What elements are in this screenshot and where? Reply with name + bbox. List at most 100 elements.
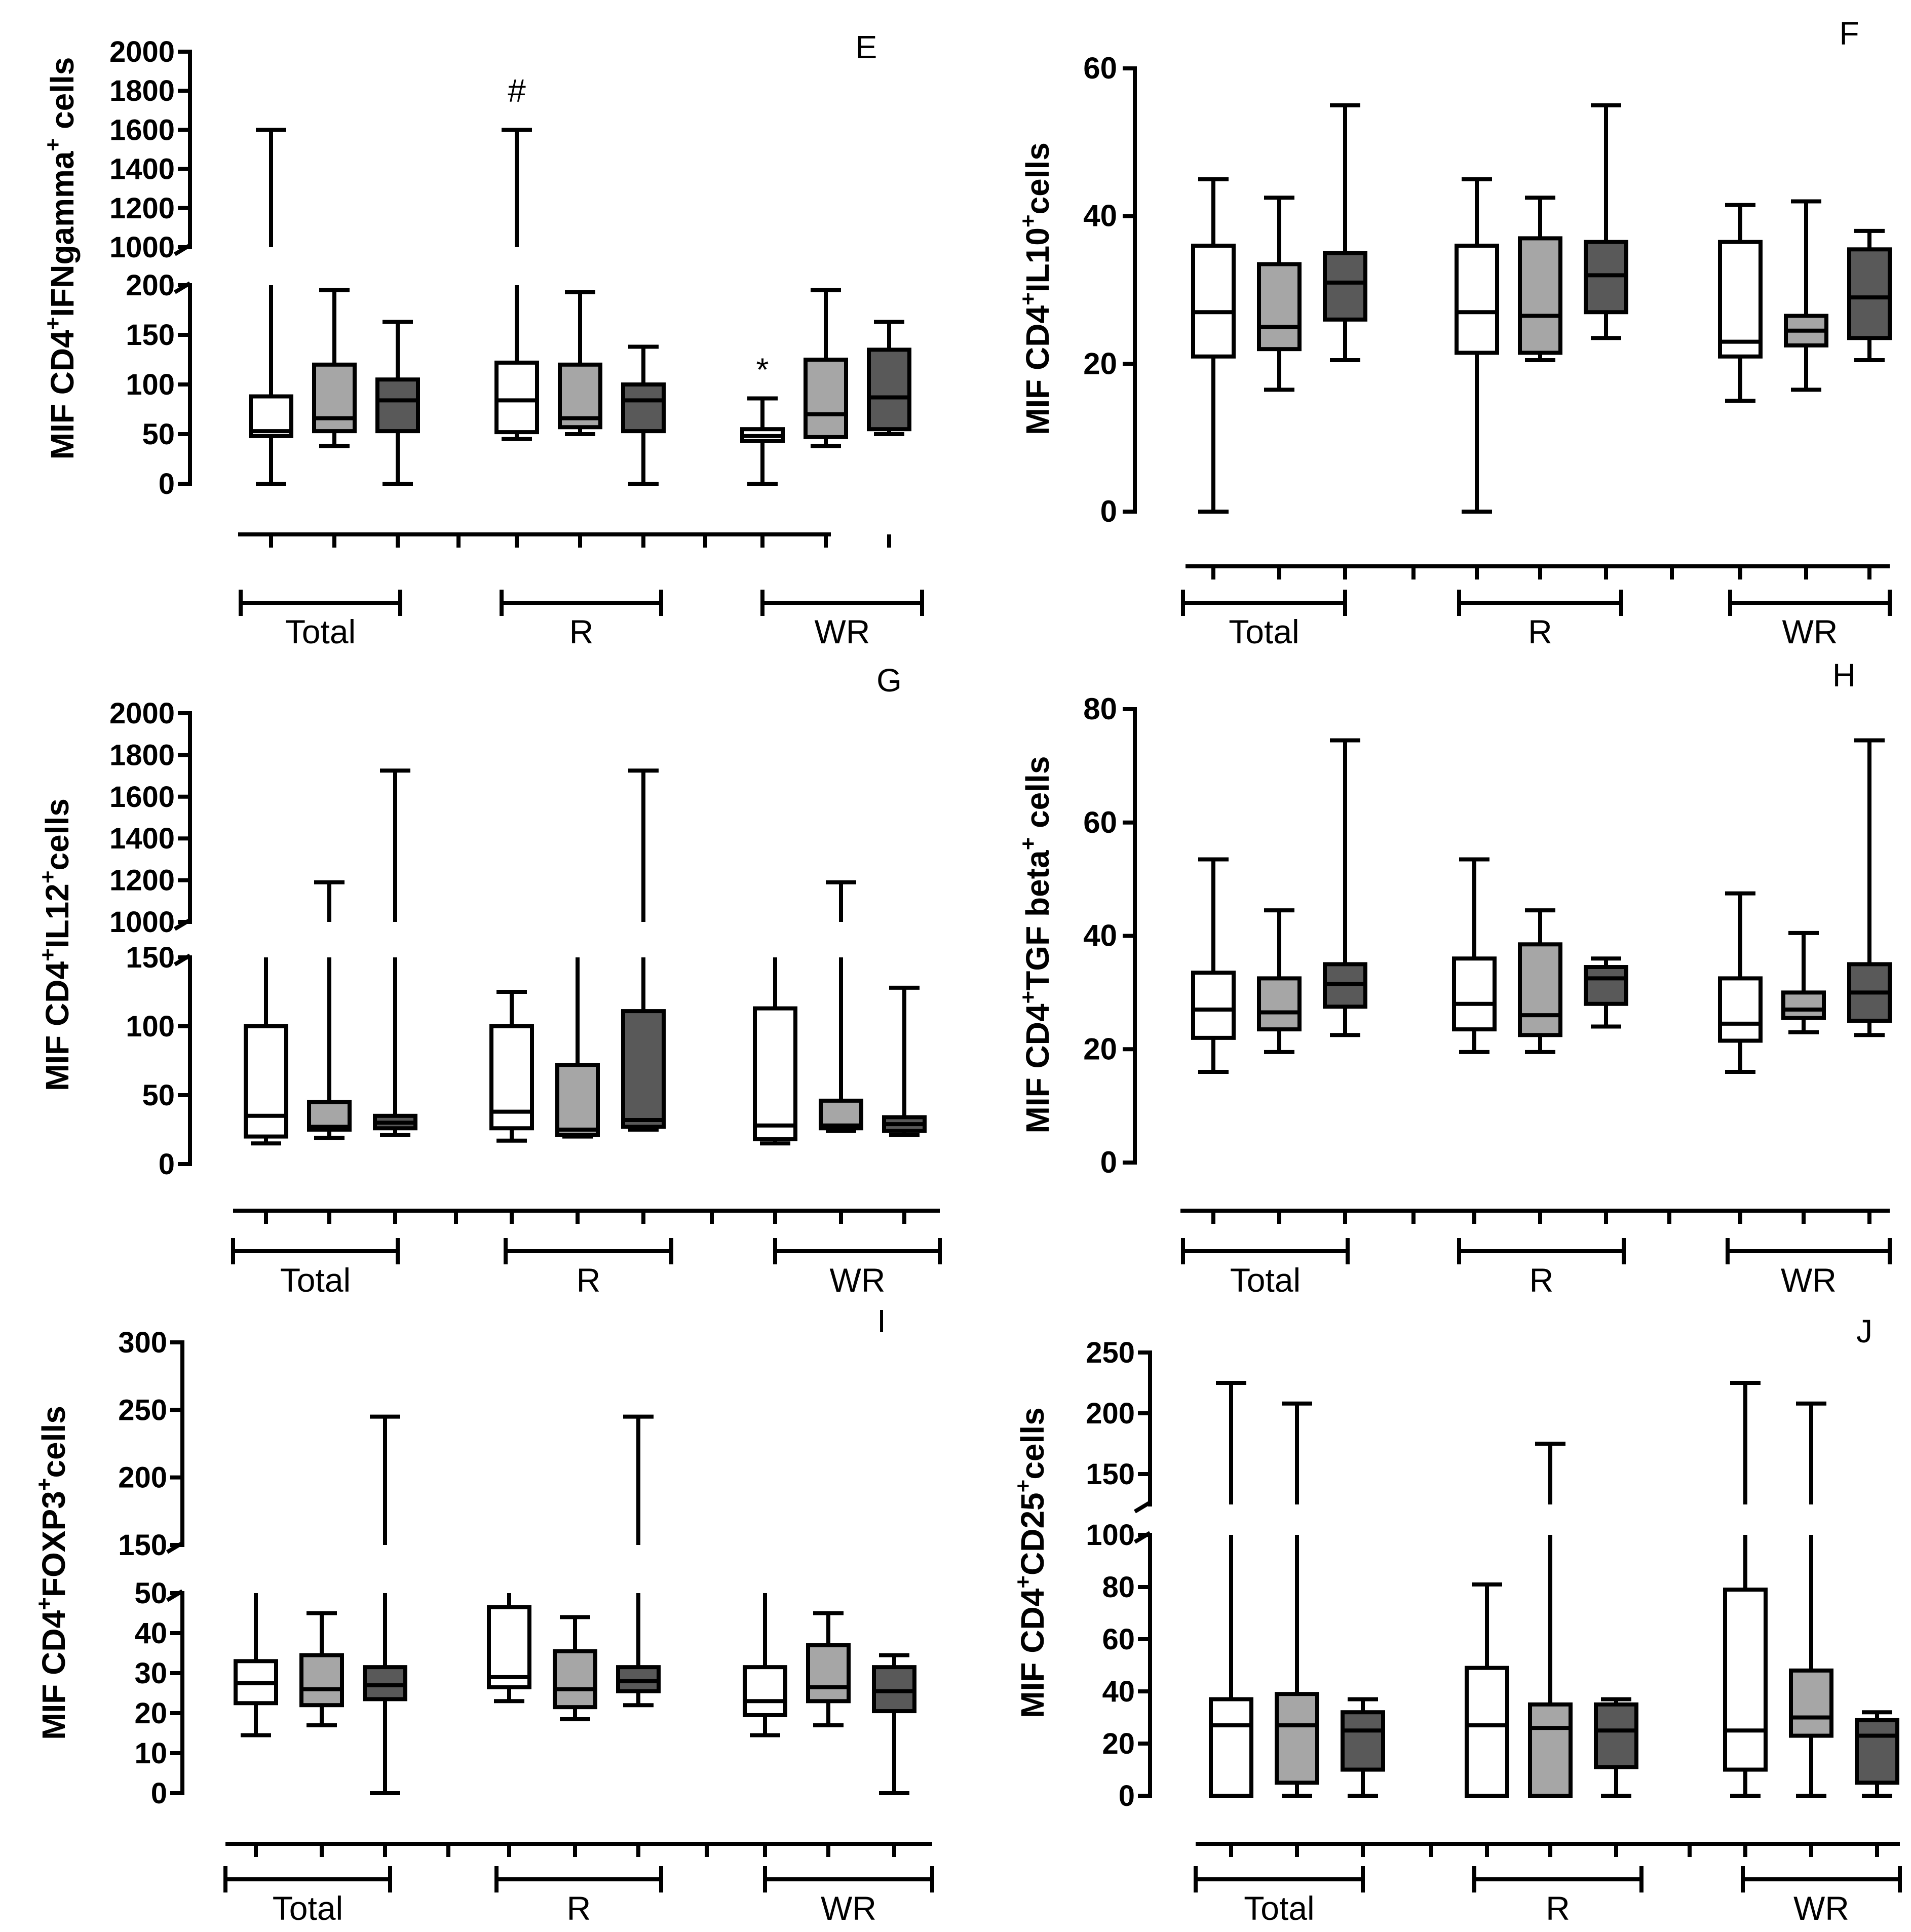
y-tick-label: 0 <box>151 1777 167 1810</box>
box-r-dark <box>1584 956 1628 1029</box>
group-label-wr: WR <box>830 1261 886 1299</box>
panel-e: 0 50 100 150 200 1000 1200 1400 1600 1800 2000 MIF … <box>41 29 924 650</box>
y-label-part: IFNgamma <box>44 151 81 317</box>
y-label-superscript: + <box>32 1597 57 1610</box>
box-total-white <box>1209 1381 1253 1798</box>
y-label-part: TGF beta <box>1019 850 1056 991</box>
box-iqr <box>1718 240 1763 359</box>
y-tick-label: 100 <box>126 1010 175 1043</box>
box-iqr <box>244 1024 288 1139</box>
y-tick-label: 20 <box>134 1697 167 1730</box>
y-tick-label: 2000 <box>109 697 175 730</box>
box-wr-gray <box>806 1611 851 1727</box>
y-tick-label: 1000 <box>109 906 175 939</box>
y-tick-label: 1400 <box>109 822 175 855</box>
box-total-white <box>249 128 293 486</box>
box-iqr <box>1518 942 1562 1037</box>
y-tick-label: 1800 <box>109 74 175 107</box>
y-label-superscript: + <box>1016 991 1041 1004</box>
y-tick-label: 10 <box>134 1737 167 1770</box>
box-total-gray <box>1257 908 1302 1054</box>
y-label-part: MIF CD4 <box>44 330 81 459</box>
y-axis-label: MIF CD4+IFNgamma+ cells <box>41 57 81 460</box>
box-wr-dark <box>1855 1710 1899 1798</box>
box-wr-gray <box>1784 199 1828 392</box>
y-tick-label: 80 <box>1083 692 1117 726</box>
box-iqr <box>1257 262 1302 352</box>
y-tick-label: 200 <box>1086 1397 1135 1430</box>
group-label-r: R <box>1530 1261 1554 1299</box>
y-tick-label: 0 <box>159 1148 175 1181</box>
y-tick-label: 40 <box>1102 1675 1135 1708</box>
box-wr-dark <box>1847 228 1892 363</box>
y-tick-label: 150 <box>126 319 175 352</box>
y-label-part: cells <box>35 1406 72 1478</box>
y-tick-label: 1600 <box>109 781 175 814</box>
group-label-total: Total <box>280 1261 351 1299</box>
box-total-dark <box>1323 103 1367 363</box>
box-total-dark <box>363 1414 407 1795</box>
box-iqr <box>806 1643 851 1704</box>
y-tick-label: 50 <box>142 418 175 451</box>
box-total-gray <box>1257 196 1302 392</box>
box-r-gray <box>1528 1442 1573 1798</box>
y-label-part: MIF CD4 <box>1014 1588 1051 1718</box>
y-label-part: IL12 <box>39 883 75 948</box>
box-wr-dark <box>882 985 927 1137</box>
y-label-superscript: + <box>32 1478 57 1491</box>
y-tick-label: 20 <box>1102 1727 1135 1760</box>
box-total-gray <box>299 1611 344 1727</box>
y-label-part: MIF CD4 <box>39 961 75 1091</box>
box-iqr <box>1781 990 1826 1020</box>
group-label-r: R <box>577 1261 601 1299</box>
y-label-part: MIF CD4 <box>1019 305 1056 435</box>
box-iqr <box>1855 1718 1899 1785</box>
group-label-total: Total <box>285 613 356 650</box>
box-iqr <box>299 1653 344 1708</box>
box-wr-white <box>1718 891 1763 1074</box>
box-total-white <box>244 957 288 1146</box>
y-tick-label: 40 <box>1083 199 1117 233</box>
y-tick-label: 200 <box>118 1461 167 1494</box>
box-total-white <box>1191 857 1236 1074</box>
y-tick-label: 300 <box>118 1326 167 1359</box>
box-r-dark <box>1584 103 1628 340</box>
box-iqr <box>1847 247 1892 340</box>
y-label-part: cells <box>1014 1407 1051 1479</box>
y-tick-label: 50 <box>142 1079 175 1112</box>
y-tick-label: 1400 <box>109 153 175 186</box>
box-iqr <box>1465 1666 1509 1798</box>
box-r-white <box>1452 857 1497 1054</box>
y-label-superscript: + <box>35 870 60 883</box>
box-total-gray <box>1275 1401 1319 1798</box>
box-iqr <box>1257 976 1302 1032</box>
box-iqr <box>621 1009 666 1129</box>
group-label-wr: WR <box>1782 613 1838 650</box>
y-tick-label: 2000 <box>109 35 175 68</box>
box-iqr <box>753 1006 797 1142</box>
box-r-dark <box>616 1414 661 1708</box>
y-label-superscript: + <box>1011 1480 1036 1493</box>
box-wr-white <box>743 1593 787 1737</box>
box-iqr <box>1528 1702 1573 1798</box>
box-iqr <box>1518 236 1562 355</box>
y-tick-label: 100 <box>126 368 175 401</box>
box-wr-white <box>753 957 797 1146</box>
box-r-gray <box>555 957 600 1139</box>
box-iqr <box>867 347 911 432</box>
box-wr-white <box>740 396 785 486</box>
box-wr-gray <box>1789 1401 1833 1798</box>
y-tick-label: 150 <box>118 1529 167 1562</box>
box-iqr <box>1789 1668 1833 1738</box>
y-tick-label: 60 <box>1083 805 1117 839</box>
group-label-wr: WR <box>1793 1889 1849 1927</box>
y-label-part: MIF CD4 <box>35 1610 72 1740</box>
box-total-white <box>234 1593 278 1737</box>
box-iqr <box>487 1605 531 1689</box>
box-wr-dark <box>872 1653 916 1795</box>
y-tick-label: 200 <box>126 269 175 302</box>
group-label-r: R <box>1546 1889 1570 1927</box>
